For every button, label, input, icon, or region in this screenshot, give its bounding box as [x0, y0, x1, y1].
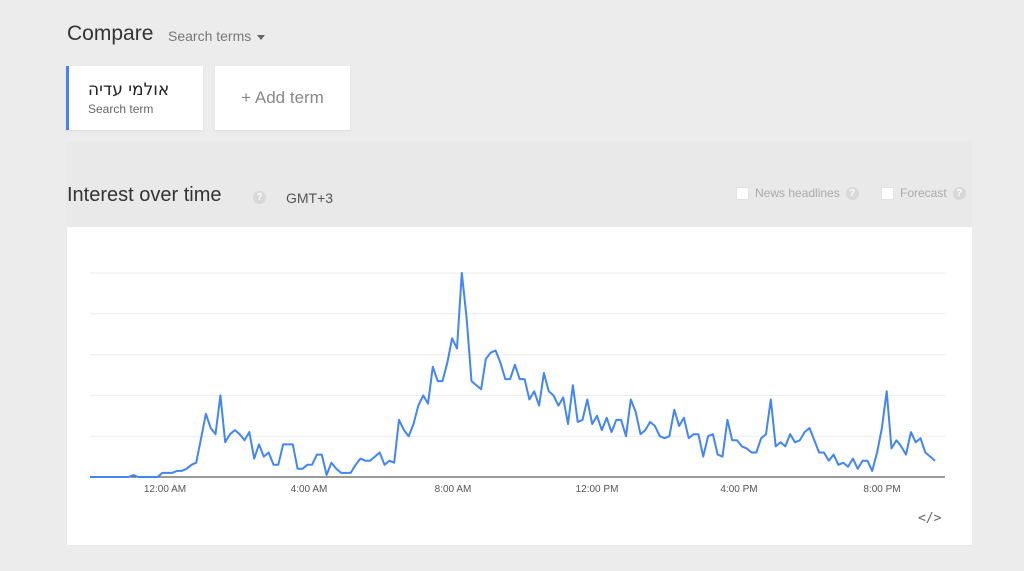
compare-title: Compare: [67, 22, 154, 45]
interest-over-time-title: Interest over time: [67, 184, 222, 206]
help-icon[interactable]: ?: [253, 191, 266, 204]
x-tick-label: 12:00 PM: [576, 484, 619, 495]
help-icon[interactable]: ?: [845, 186, 859, 200]
series-line-0[interactable]: [90, 272, 936, 478]
news-headlines-option[interactable]: News headlines ?: [736, 186, 859, 200]
add-term-button[interactable]: + Add term: [215, 66, 350, 130]
x-tick-label: 8:00 PM: [863, 484, 900, 495]
search-term-subtitle: Search term: [88, 102, 154, 116]
code-embed-icon[interactable]: </>: [918, 511, 942, 526]
news-headlines-checkbox[interactable]: [736, 186, 749, 200]
timezone-label: GMT+3: [286, 190, 334, 206]
forecast-label: Forecast: [900, 186, 947, 200]
forecast-option[interactable]: Forecast ?: [881, 186, 966, 200]
interest-chart-card: 12:00 AM 4:00 AM 8:00 AM 12:00 PM 4:00 PM 8:0…: [67, 227, 972, 545]
x-tick-label: 4:00 PM: [720, 484, 757, 495]
x-tick-label: 8:00 AM: [435, 484, 472, 495]
search-term-card[interactable]: אולמי עדיה Search term: [66, 66, 203, 130]
x-tick-label: 12:00 AM: [144, 484, 186, 495]
forecast-checkbox[interactable]: [881, 186, 894, 200]
search-term-name: אולמי עדיה: [88, 80, 170, 100]
news-headlines-label: News headlines: [755, 186, 840, 200]
caret-down-icon: [257, 34, 266, 40]
interest-line-chart: 12:00 AM 4:00 AM 8:00 AM 12:00 PM 4:00 PM 8:0…: [90, 272, 945, 495]
x-tick-label: 4:00 AM: [291, 484, 328, 495]
search-terms-dropdown[interactable]: Search terms: [168, 28, 266, 44]
search-terms-label: Search terms: [168, 28, 252, 44]
help-icon[interactable]: ?: [952, 186, 966, 200]
